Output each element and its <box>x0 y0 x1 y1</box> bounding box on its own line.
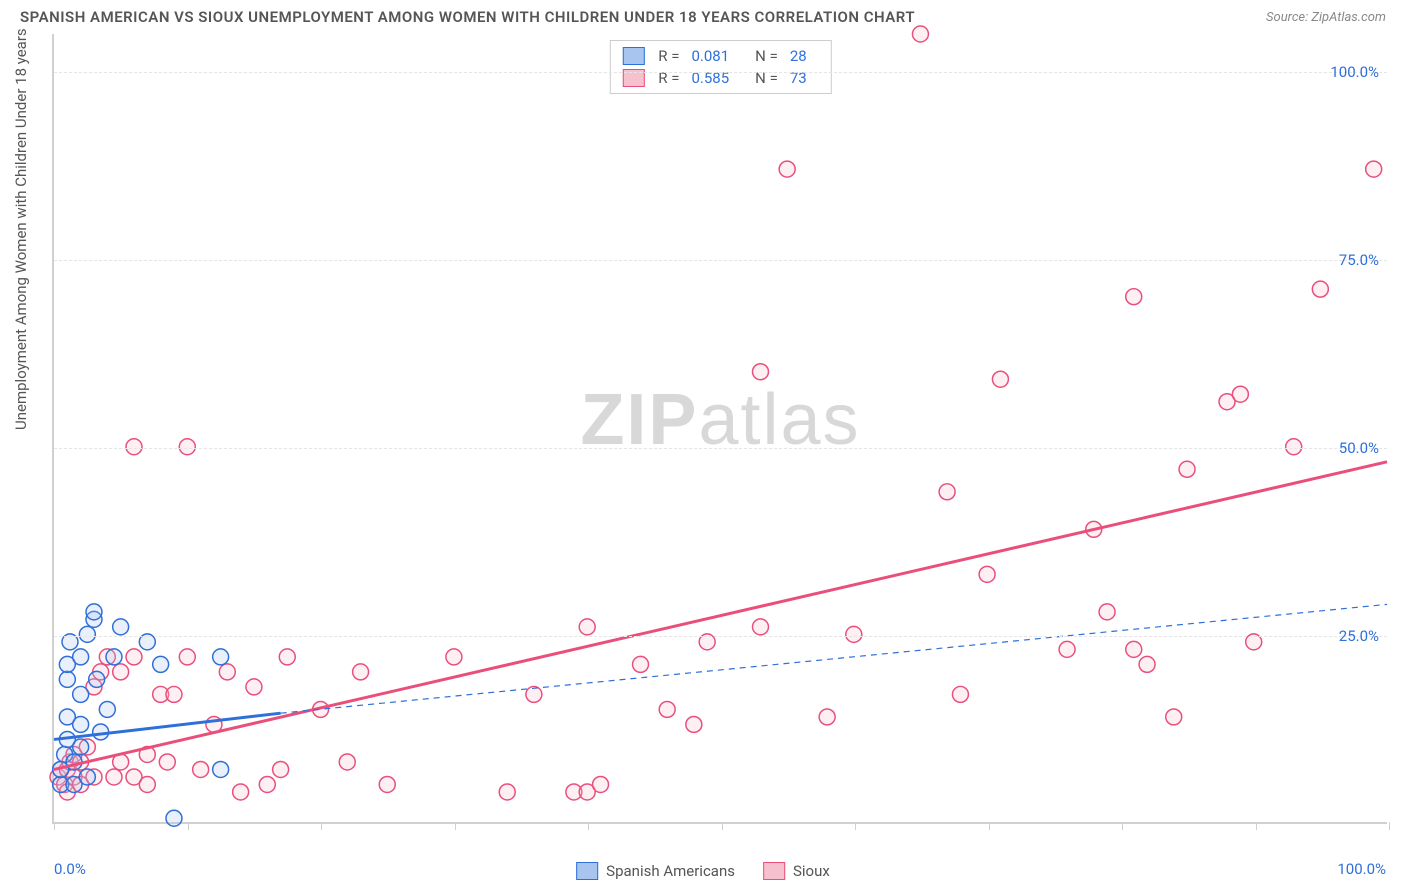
scatter-svg <box>54 34 1387 822</box>
n-label: N = <box>755 47 778 65</box>
legend-row-spanish: R = 0.081 N = 28 <box>622 45 818 67</box>
y-tick-label: 100.0% <box>1330 63 1379 81</box>
series-legend: Spanish Americans Sioux <box>576 862 830 880</box>
x-tick-min: 0.0% <box>54 860 86 878</box>
swatch-spanish-bottom <box>576 862 598 880</box>
y-tick-label: 25.0% <box>1339 627 1379 645</box>
series-label-sioux: Sioux <box>793 862 830 880</box>
series-label-spanish: Spanish Americans <box>606 862 735 880</box>
legend-item-sioux: Sioux <box>763 862 830 880</box>
y-tick-label: 50.0% <box>1339 439 1379 457</box>
correlation-legend: R = 0.081 N = 28 R = 0.585 N = 73 <box>609 40 831 94</box>
x-tick <box>1389 822 1390 830</box>
x-tick <box>1256 822 1257 830</box>
r-label: R = <box>658 47 679 65</box>
y-tick-label: 75.0% <box>1339 251 1379 269</box>
x-tick <box>855 822 856 830</box>
x-tick <box>54 822 55 830</box>
x-tick-max: 100.0% <box>1337 860 1386 878</box>
legend-row-sioux: R = 0.585 N = 73 <box>622 67 818 89</box>
source-label: Source: ZipAtlas.com <box>1266 10 1386 25</box>
x-tick <box>321 822 322 830</box>
x-tick <box>455 822 456 830</box>
gridline <box>54 636 1387 637</box>
chart-plot-area: ZIPatlas R = 0.081 N = 28 R = 0.585 N = … <box>52 34 1387 824</box>
legend-item-spanish: Spanish Americans <box>576 862 735 880</box>
gridline <box>54 72 1387 73</box>
gridline <box>54 260 1387 261</box>
swatch-sioux-bottom <box>763 862 785 880</box>
x-tick <box>722 822 723 830</box>
x-tick <box>1122 822 1123 830</box>
x-tick <box>588 822 589 830</box>
x-tick <box>188 822 189 830</box>
n-value-spanish: 28 <box>790 47 807 65</box>
y-axis-title: Unemployment Among Women with Children U… <box>12 28 30 430</box>
r-value-spanish: 0.081 <box>691 47 729 65</box>
gridline <box>54 448 1387 449</box>
swatch-spanish <box>622 47 644 65</box>
x-tick <box>989 822 990 830</box>
chart-title: SPANISH AMERICAN VS SIOUX UNEMPLOYMENT A… <box>20 8 915 26</box>
